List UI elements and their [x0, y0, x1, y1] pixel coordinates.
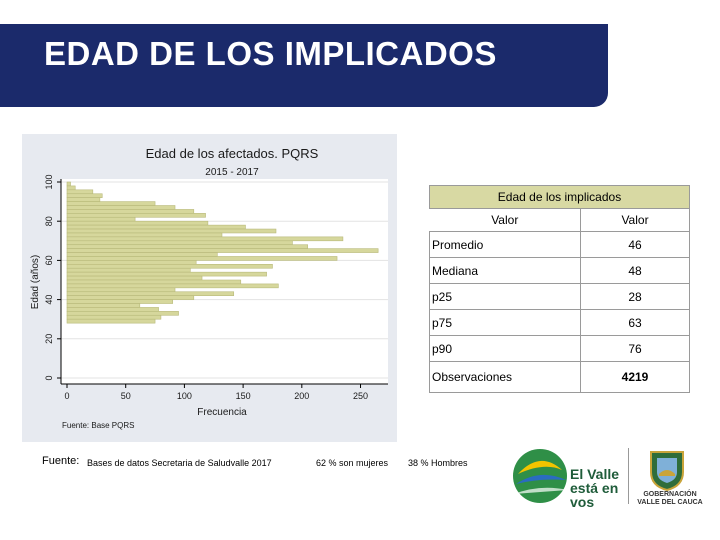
- header-bar: EDAD DE LOS IMPLICADOS: [0, 0, 608, 107]
- row-value: 63: [580, 309, 690, 336]
- row-value: 48: [580, 257, 690, 284]
- histogram-bar: [66, 287, 176, 293]
- chart-title: Edad de los afectados. PQRS: [146, 146, 319, 161]
- histogram-bar: [66, 213, 206, 218]
- histogram-bar: [66, 248, 379, 253]
- table-row: Promedio 46: [429, 231, 690, 258]
- histogram-bar: [66, 236, 344, 242]
- histogram-svg: Edad de los afectados. PQRS 2015 - 2017 …: [30, 146, 388, 430]
- row-label: p90: [429, 335, 581, 362]
- table-row: p90 76: [429, 335, 690, 362]
- row-value: 28: [580, 283, 690, 310]
- histogram-bar: [66, 189, 94, 195]
- histogram-bar: [66, 209, 195, 214]
- header-accent: [0, 0, 608, 24]
- histogram-bar: [66, 307, 159, 312]
- gov-line-2: VALLE DEL CAUCA: [637, 499, 703, 506]
- government-name: GOBERNACIÓN VALLE DEL CAUCA: [636, 491, 704, 507]
- histogram-bar: [66, 279, 242, 285]
- histogram-bar: [66, 244, 308, 249]
- table-row: Mediana 48: [429, 257, 690, 284]
- histogram-bar: [66, 197, 101, 202]
- logo-white-arc: [514, 487, 568, 494]
- histogram-bar: [66, 314, 162, 320]
- histogram-bar: [66, 220, 209, 226]
- x-tick-label: 100: [177, 391, 192, 401]
- chart-subtitle: 2015 - 2017: [205, 167, 259, 178]
- histogram-bar: [66, 260, 197, 265]
- stats-caption: Edad de los implicados: [429, 185, 690, 209]
- row-value: 4219: [580, 361, 690, 393]
- y-tick-label: 0: [44, 375, 54, 380]
- histogram-bar: [66, 264, 273, 269]
- histogram-bar: [66, 205, 176, 210]
- y-tick-label: 40: [44, 295, 54, 305]
- government-seal-icon: [650, 451, 684, 492]
- histogram-bar: [66, 181, 71, 187]
- histogram-bar: [66, 283, 279, 289]
- row-label: Observaciones: [429, 361, 581, 393]
- table-row: p25 28: [429, 283, 690, 310]
- x-tick-label: 0: [64, 391, 69, 401]
- stats-table: Edad de los implicados Valor Valor Prome…: [429, 185, 690, 393]
- slogan-line-3: vos: [570, 494, 595, 510]
- histogram-bar: [66, 271, 267, 277]
- histogram-bar: [66, 256, 338, 261]
- slide-title: EDAD DE LOS IMPLICADOS: [44, 35, 497, 72]
- gov-line-1: GOBERNACIÓN: [643, 491, 697, 498]
- stats-caption-row: Edad de los implicados: [429, 185, 690, 209]
- histogram-bar: [66, 295, 195, 300]
- slogan-line-2: está en: [570, 480, 619, 496]
- histogram-bar: [66, 201, 156, 206]
- table-row: p75 63: [429, 309, 690, 336]
- histogram-bar: [66, 252, 218, 257]
- histogram-bar: [66, 311, 179, 316]
- histogram-bar: [66, 318, 156, 324]
- y-tick-label: 60: [44, 255, 54, 265]
- stats-header-row: Valor Valor: [429, 208, 690, 232]
- row-label: p25: [429, 283, 581, 310]
- logo-blue-arc: [516, 474, 566, 484]
- footer-source: Bases de datos Secretaria de Saludvalle …: [87, 458, 272, 468]
- x-tick-label: 50: [121, 391, 131, 401]
- el-valle-logo: [513, 449, 568, 503]
- footer-women: 62 % son mujeres: [316, 458, 389, 468]
- histogram-bar: [66, 299, 173, 304]
- footer-men: 38 % Hombres: [408, 458, 468, 468]
- chart-source-note: Fuente: Base PQRS: [62, 421, 134, 430]
- histogram-chart: Edad de los afectados. PQRS 2015 - 2017 …: [22, 134, 397, 442]
- histogram-bar: [66, 216, 136, 222]
- histogram-bar: [66, 228, 277, 234]
- footer-label: Fuente:: [42, 455, 80, 467]
- x-tick-label: 150: [236, 391, 251, 401]
- histogram-bar: [66, 193, 103, 198]
- logo-yellow-arc: [518, 460, 562, 474]
- histogram-bar: [66, 267, 191, 273]
- x-tick-label: 250: [353, 391, 368, 401]
- histogram-bar: [66, 240, 293, 246]
- table-row: Observaciones 4219: [429, 361, 690, 393]
- row-label: Mediana: [429, 257, 581, 284]
- stats-col-header-1: Valor: [429, 208, 581, 232]
- row-label: Promedio: [429, 231, 581, 258]
- histogram-bar: [66, 232, 223, 238]
- histogram-bar: [66, 275, 203, 281]
- row-value: 46: [580, 231, 690, 258]
- y-tick-label: 20: [44, 334, 54, 344]
- histogram-bar: [66, 224, 246, 230]
- x-axis-label: Frecuencia: [197, 407, 247, 418]
- slogan-line-1: El Valle: [570, 466, 620, 482]
- histogram-bar: [66, 303, 141, 308]
- stats-col-header-2: Valor: [580, 208, 690, 232]
- y-tick-label: 100: [44, 174, 54, 189]
- x-tick-label: 200: [294, 391, 309, 401]
- row-value: 76: [580, 335, 690, 362]
- y-axis-label: Edad (años): [30, 255, 41, 309]
- y-tick-label: 80: [44, 216, 54, 226]
- histogram-bar: [66, 291, 235, 296]
- el-valle-slogan: El Valle está en vos: [570, 467, 619, 509]
- logo-divider: [628, 448, 629, 504]
- row-label: p75: [429, 309, 581, 336]
- histogram-bar: [66, 185, 76, 191]
